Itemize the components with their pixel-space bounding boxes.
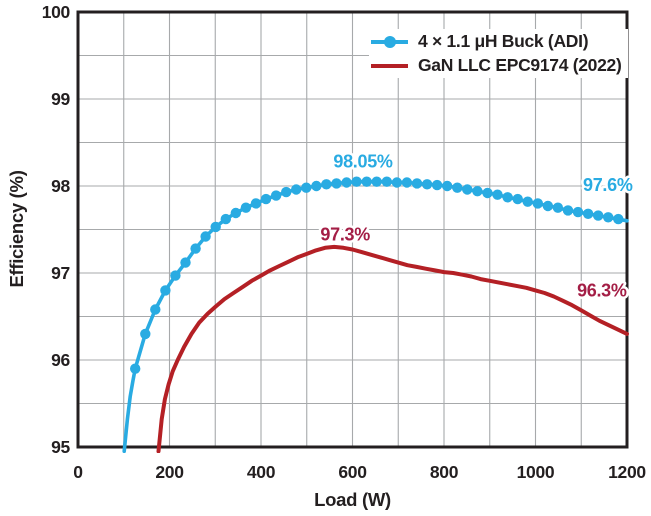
- svg-text:600: 600: [338, 462, 367, 482]
- svg-text:98: 98: [51, 176, 70, 196]
- legend-label-gan-llc: GaN LLC EPC9174 (2022): [418, 55, 622, 75]
- gridlines: [78, 12, 627, 447]
- svg-text:96: 96: [51, 350, 70, 370]
- plot-frame: [76, 10, 629, 449]
- annotation-label: 97.6%: [583, 175, 633, 195]
- svg-text:1000: 1000: [517, 462, 555, 482]
- svg-text:400: 400: [247, 462, 276, 482]
- legend-label-buck: 4 × 1.1 μH Buck (ADI): [418, 31, 589, 51]
- y-tick-labels: 95 96 97 98 99 100: [42, 2, 71, 457]
- buck-series-swatch-icon: [371, 39, 408, 44]
- svg-text:99: 99: [51, 89, 70, 109]
- series-line-gan-llc: [156, 244, 629, 453]
- svg-text:97: 97: [51, 263, 70, 283]
- value-annotations: 98.05% 97.6% 97.3% 96.3%: [318, 149, 636, 303]
- annotation-label: 96.3%: [577, 280, 627, 300]
- annotation-label: 97.3%: [320, 225, 370, 245]
- gan-series-swatch-icon: [371, 63, 408, 68]
- svg-text:95: 95: [51, 437, 70, 457]
- svg-text:200: 200: [155, 462, 184, 482]
- x-axis-title: Load (W): [314, 489, 391, 510]
- svg-text:1200: 1200: [608, 462, 646, 482]
- legend: 4 × 1.1 μH Buck (ADI) GaN LLC EPC9174 (2…: [369, 29, 628, 78]
- legend-item-gan-llc: GaN LLC EPC9174 (2022): [371, 55, 622, 76]
- x-tick-labels: 0 200 400 600 800 1000 1200: [73, 462, 646, 482]
- series-markers-buck: [130, 176, 624, 374]
- annotation-label: 98.05%: [333, 152, 393, 172]
- svg-text:800: 800: [430, 462, 459, 482]
- legend-item-buck: 4 × 1.1 μH Buck (ADI): [371, 31, 622, 52]
- svg-text:100: 100: [42, 2, 71, 22]
- y-axis-title: Efficiency (%): [6, 170, 27, 288]
- svg-text:0: 0: [73, 462, 83, 482]
